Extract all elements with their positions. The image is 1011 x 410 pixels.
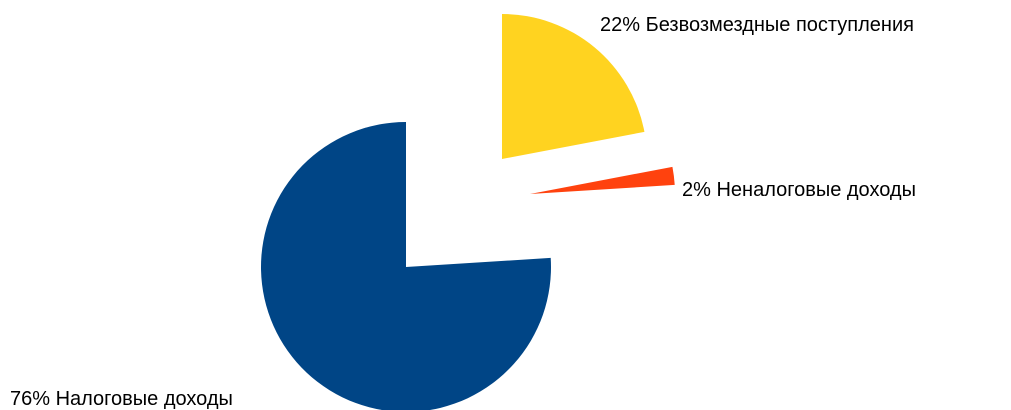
slice-label-bezvozmezdnye: 22% Безвозмездные поступления [600, 14, 914, 36]
slice-bezvozmezdnye [502, 14, 645, 159]
slice-label-nalogovye: 76% Налоговые доходы [10, 388, 233, 410]
pie-slices [260, 14, 675, 410]
slice-nalogovye [260, 122, 551, 410]
slice-nenalogovye [530, 166, 675, 194]
slice-label-nenalogovye: 2% Неналоговые доходы [682, 179, 916, 201]
